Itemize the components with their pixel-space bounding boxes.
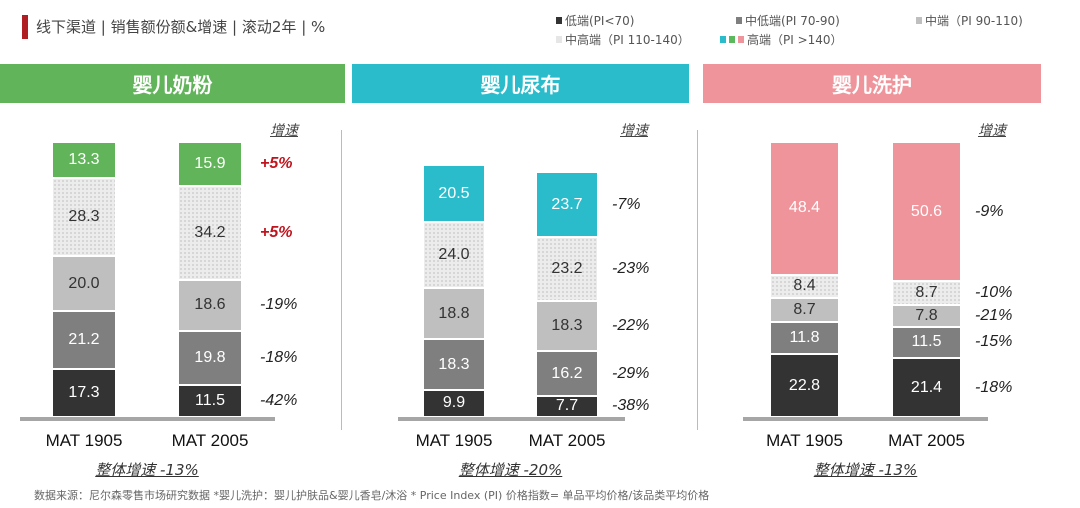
bar-segment-mid-high: 24.0 [424,222,484,287]
growth-header: 增速 [620,123,648,139]
chart-header: 婴儿尿布 [352,64,689,103]
bar-segment-mid: 18.8 [424,288,484,339]
category-label: MAT 1905 [415,431,493,450]
growth-label-mid-high: -23% [612,260,650,278]
legend-item-mid-high: 中高端（PI 110-140） [556,31,690,48]
bar-segment-mid: 8.7 [771,298,838,321]
growth-label-mid-low: -18% [260,349,298,367]
category-label: MAT 2005 [528,431,606,450]
legend-item-low: 低端(PI<70) [556,12,634,29]
category-label: MAT 1905 [766,431,843,450]
baseline [398,417,625,421]
bar-segment-mid-low: 16.2 [537,352,597,395]
bar-segment-mid-high: 34.2 [179,186,241,279]
bar-segment-mid-low: 21.2 [53,312,115,369]
bar-segment-mid: 7.8 [893,306,960,326]
legend-item-mid-low: 中低端(PI 70-90) [736,12,840,29]
bar-segment-low: 11.5 [179,386,241,416]
bar-segment-high: 23.7 [537,172,597,237]
bar-segment-mid-high: 23.2 [537,238,597,300]
overall-growth: 整体增速 -20% [458,461,563,479]
bar-segment-mid: 18.6 [179,280,241,330]
bar-segment-mid-high: 28.3 [53,179,115,256]
baseline [743,417,988,421]
growth-label-high: +5% [260,154,293,172]
footer-source-note: 数据来源：尼尔森零售市场研究数据 *婴儿洗护：婴儿护肤品&婴儿香皂/沐浴 * P… [34,489,710,502]
bar-segment-high: 13.3 [53,142,115,178]
category-label: MAT 2005 [888,431,965,450]
page-title: 线下渠道 | 销售额份额&增速 | 滚动2年 | % [36,18,326,36]
bar-segment-mid-high: 8.7 [893,282,960,305]
bar-segment-high: 15.9 [179,143,241,185]
divider [697,130,698,430]
bar-segment-low: 9.9 [424,390,484,416]
chart-header: 婴儿洗护 [703,64,1041,103]
bar-segment-mid: 18.3 [537,301,597,351]
growth-label-low: -42% [260,392,298,410]
bar-segment-mid-low: 18.3 [424,340,484,389]
growth-label-mid: -21% [975,306,1013,324]
bar-segment-low: 17.3 [53,370,115,416]
bar-segment-mid-low: 19.8 [179,331,241,385]
growth-label-mid-low: -29% [612,364,650,382]
bar-segment-high: 20.5 [424,166,484,221]
legend-item-mid: 中端（PI 90-110) [916,12,1023,29]
growth-label-low: -38% [612,397,650,415]
bar-segment-high: 48.4 [771,142,838,274]
growth-label-mid-high: -10% [975,284,1013,302]
overall-growth: 整体增速 -13% [95,461,199,479]
category-label: MAT 1905 [45,431,123,450]
title-accent-bar [22,15,28,39]
bar-segment-low: 21.4 [893,359,960,416]
bar-segment-low: 7.7 [537,396,597,416]
category-label: MAT 2005 [171,431,249,450]
bar-segment-high: 50.6 [893,143,960,281]
bar-segment-mid-low: 11.8 [771,322,838,354]
growth-header: 增速 [978,123,1006,139]
baseline [20,417,275,421]
bar-segment-mid: 20.0 [53,257,115,311]
chart-header: 婴儿奶粉 [0,64,345,103]
growth-label-mid-low: -15% [975,333,1013,351]
divider [341,130,342,430]
growth-label-mid: -22% [612,317,650,335]
growth-label-mid-high: +5% [260,223,293,241]
legend-item-high: 高端（PI >140） [720,31,843,48]
growth-header: 增速 [270,123,298,139]
growth-label-high: -7% [612,195,641,213]
growth-label-low: -18% [975,378,1013,396]
growth-label-high: -9% [975,202,1004,220]
bar-segment-mid-high: 8.4 [771,275,838,297]
bar-segment-low: 22.8 [771,355,838,416]
bar-segment-mid-low: 11.5 [893,327,960,358]
overall-growth: 整体增速 -13% [813,461,918,479]
growth-label-mid: -19% [260,296,298,314]
